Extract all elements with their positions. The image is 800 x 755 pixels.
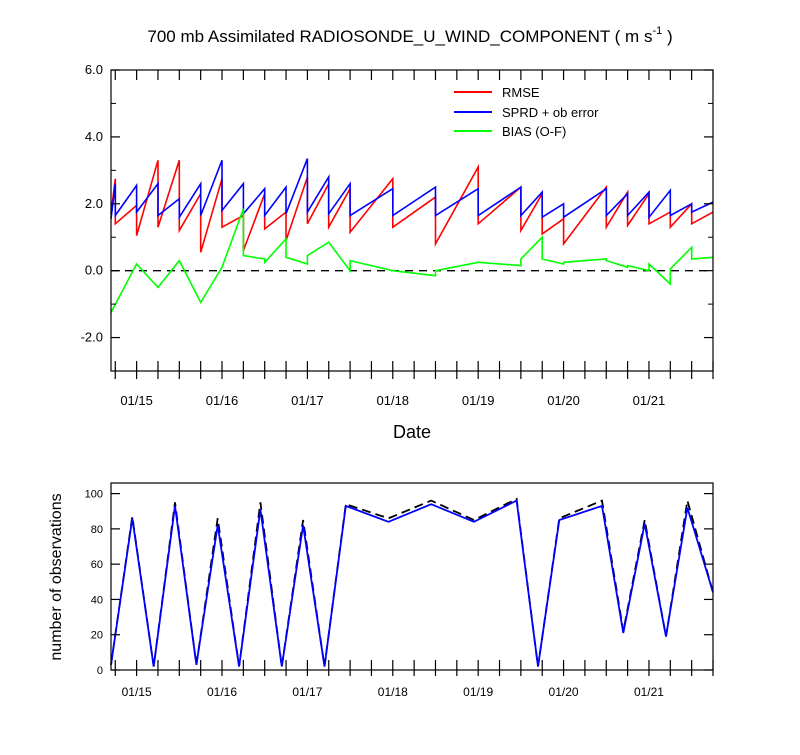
top-xtick-label: 01/18 (377, 393, 410, 408)
legend-item-bias: BIAS (O-F) (454, 124, 566, 139)
top-series-sprd-ob-error (110, 158, 714, 220)
legend-item-rmse: RMSE (454, 85, 540, 100)
top-ytick-label: 0.0 (85, 263, 103, 278)
bottom-ytick-label: 100 (85, 489, 103, 501)
bottom-ylabel: number of observations (48, 493, 65, 660)
bottom-axes: 0 20 40 60 80 100 01/15 01/16 01/17 01/18 01/19 01/… (85, 489, 714, 699)
bottom-xtick-label: 01/20 (549, 685, 579, 699)
bottom-plot-area (110, 497, 714, 667)
bottom-xtick-label: 01/17 (292, 685, 322, 699)
top-ytick-label: 2.0 (85, 196, 103, 211)
top-ytick-label: -2.0 (81, 330, 103, 345)
bottom-xtick-label: 01/21 (634, 685, 664, 699)
bottom-ytick-label: 20 (91, 630, 103, 642)
top-xtick-label: 01/21 (633, 393, 666, 408)
top-xlabel: Date (393, 422, 431, 442)
bottom-series-possible (110, 497, 714, 667)
legend-label-rmse: RMSE (502, 85, 540, 100)
top-ytick-label: 6.0 (85, 62, 103, 77)
top-plot-frame (110, 69, 714, 372)
top-series-bias-o-f (110, 208, 714, 313)
top-axes: 6.0 4.0 2.0 0.0 -2.0 01/15 01/16 01/17 01/18 01/1… (81, 62, 714, 408)
bottom-xtick-label: 01/18 (378, 685, 408, 699)
top-xtick-label: 01/15 (120, 393, 153, 408)
bottom-xtick-label: 01/19 (463, 685, 493, 699)
top-xtick-label: 01/16 (206, 393, 239, 408)
top-xtick-label: 01/20 (547, 393, 580, 408)
bottom-series-used (110, 499, 714, 667)
legend: RMSE SPRD + ob error BIAS (O-F) (454, 85, 599, 139)
bottom-xtick-label: 01/16 (207, 685, 237, 699)
top-xtick-label: 01/17 (291, 393, 324, 408)
bottom-plot-frame (110, 482, 714, 671)
bottom-ytick-label: 80 (91, 524, 103, 536)
bottom-xtick-label: 01/15 (122, 685, 152, 699)
top-plot-area (110, 158, 714, 313)
bottom-ytick-label: 0 (97, 665, 103, 677)
legend-item-sprd: SPRD + ob error (454, 105, 599, 120)
bottom-panel: 0 20 40 60 80 100 01/15 01/16 01/17 01/18 01/19 01/… (48, 482, 714, 699)
legend-label-bias: BIAS (O-F) (502, 124, 566, 139)
top-panel: 6.0 4.0 2.0 0.0 -2.0 01/15 01/16 01/17 01/18 01/1… (81, 62, 714, 442)
top-xtick-label: 01/19 (462, 393, 495, 408)
chart-title: 700 mb Assimilated RADIOSONDE_U_WIND_COM… (147, 25, 672, 46)
legend-label-sprd: SPRD + ob error (502, 105, 599, 120)
bottom-ytick-label: 40 (91, 594, 103, 606)
bottom-ytick-label: 60 (91, 559, 103, 571)
top-ytick-label: 4.0 (85, 129, 103, 144)
